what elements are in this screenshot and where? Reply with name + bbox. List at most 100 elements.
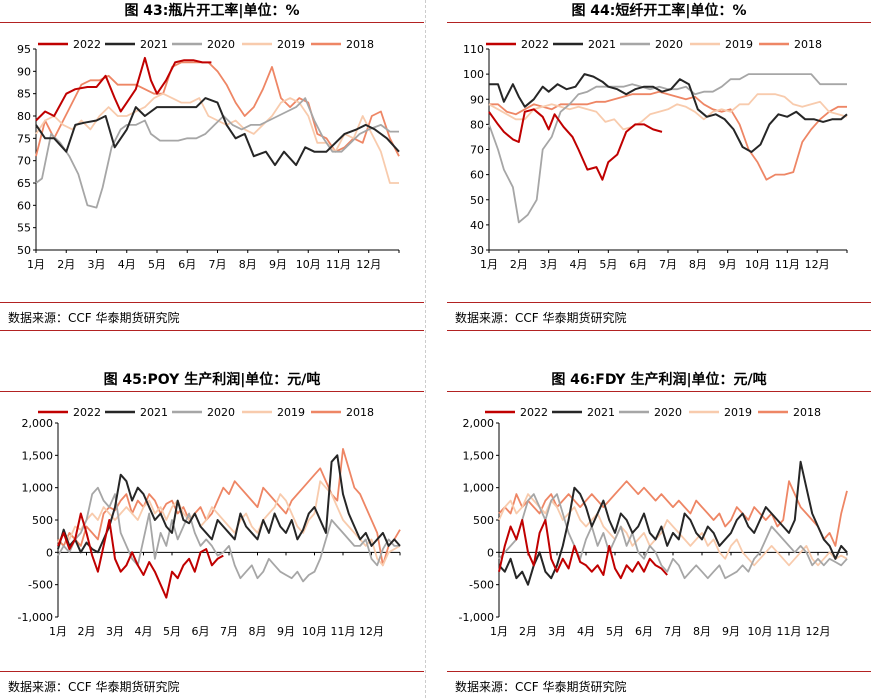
y-tick-label: 100 bbox=[463, 68, 484, 81]
legend-label-2021: 2021 bbox=[588, 38, 616, 51]
x-tick-label: 8月 bbox=[249, 625, 267, 638]
legend-label-2020: 2020 bbox=[207, 406, 235, 419]
x-tick-label: 6月 bbox=[635, 625, 653, 638]
source-note: 数据来源：CCF 华泰期货研究院 bbox=[455, 311, 627, 325]
y-tick-label: 110 bbox=[463, 43, 484, 56]
y-tick-label: 65 bbox=[17, 177, 31, 190]
y-tick-label: 60 bbox=[17, 199, 31, 212]
x-tick-label: 1月 bbox=[27, 258, 45, 271]
series-line-2019 bbox=[57, 480, 401, 567]
y-tick-label: 75 bbox=[17, 132, 31, 145]
title-rule bbox=[447, 391, 871, 392]
source-rule-top bbox=[0, 302, 424, 303]
x-tick-label: 12月 bbox=[356, 258, 381, 271]
x-tick-label: 10月 bbox=[296, 258, 321, 271]
series-line-2018 bbox=[489, 90, 847, 181]
x-tick-label: 3月 bbox=[106, 625, 124, 638]
x-tick-label: 1月 bbox=[49, 625, 67, 638]
legend-label-2019: 2019 bbox=[725, 38, 753, 51]
source-note: 数据来源：CCF 华泰期货研究院 bbox=[8, 311, 180, 325]
x-tick-label: 11月 bbox=[777, 625, 802, 638]
legend-label-2022: 2022 bbox=[520, 406, 548, 419]
legend-label-2022: 2022 bbox=[73, 38, 101, 51]
legend-label-2018: 2018 bbox=[346, 406, 374, 419]
panel-bottle-chip-operating-rate: 图 43:瓶片开工率|单位：% 50 55 60 65 70 75 80 85 90 95 1月 2月… bbox=[0, 0, 424, 332]
series-line-2022 bbox=[57, 512, 224, 599]
panel-fdy-profit: 图 46:FDY 生产利润|单位：元/吨 -1,000 -500 0 500 1,000… bbox=[447, 369, 871, 698]
x-tick-label: 2月 bbox=[519, 625, 537, 638]
series-line-2019 bbox=[35, 92, 399, 184]
source-rule-top bbox=[447, 302, 871, 303]
source-rule-bottom bbox=[0, 330, 424, 331]
legend-label-2020: 2020 bbox=[654, 406, 682, 419]
x-tick-label: 8月 bbox=[693, 625, 711, 638]
y-tick-label: -500 bbox=[28, 579, 53, 592]
series-line-2021 bbox=[35, 97, 400, 167]
legend-label-2022: 2022 bbox=[73, 406, 101, 419]
chart-title: 图 45:POY 生产利润|单位：元/吨 bbox=[103, 372, 321, 388]
y-tick-label: 40 bbox=[470, 219, 484, 232]
y-tick-label: 90 bbox=[17, 65, 31, 78]
chart-title: 图 43:瓶片开工率|单位：% bbox=[124, 3, 300, 19]
x-tick-label: 7月 bbox=[220, 625, 238, 638]
y-tick-label: 1,000 bbox=[463, 482, 495, 495]
source-rule-top bbox=[0, 671, 424, 672]
x-tick-label: 9月 bbox=[719, 258, 737, 271]
x-tick-label: 5月 bbox=[148, 258, 166, 271]
x-tick-label: 1月 bbox=[480, 258, 498, 271]
legend-label-2020: 2020 bbox=[207, 38, 235, 51]
series-line-2022 bbox=[498, 519, 668, 580]
series-line-2020 bbox=[35, 97, 399, 209]
legend-label-2020: 2020 bbox=[655, 38, 683, 51]
x-tick-label: 10月 bbox=[745, 258, 770, 271]
x-tick-label: 5月 bbox=[163, 625, 181, 638]
x-tick-label: 6月 bbox=[192, 625, 210, 638]
x-tick-label: 9月 bbox=[722, 625, 740, 638]
y-tick-label: 500 bbox=[473, 514, 494, 527]
line-chart: 30 40 50 60 70 80 90 100 110 1月 2月 3月 4月 5月 6月 7月 8月 9月 10… bbox=[463, 38, 848, 271]
x-tick-label: 4月 bbox=[570, 258, 588, 271]
source-note: 数据来源：CCF 华泰期货研究院 bbox=[8, 680, 180, 694]
y-tick-label: 1,000 bbox=[22, 482, 54, 495]
x-tick-label: 4月 bbox=[135, 625, 153, 638]
x-tick-label: 9月 bbox=[277, 625, 295, 638]
x-tick-label: 2月 bbox=[57, 258, 75, 271]
source-note: 数据来源：CCF 华泰期货研究院 bbox=[455, 680, 627, 694]
title-rule bbox=[447, 22, 871, 23]
y-tick-label: 70 bbox=[17, 155, 31, 168]
x-tick-label: 2月 bbox=[78, 625, 96, 638]
legend-label-2018: 2018 bbox=[793, 406, 821, 419]
y-tick-label: 0 bbox=[46, 546, 53, 559]
series-line-2020 bbox=[57, 486, 400, 583]
x-tick-label: 3月 bbox=[88, 258, 106, 271]
title-rule bbox=[0, 391, 424, 392]
x-tick-label: 3月 bbox=[548, 625, 566, 638]
x-tick-label: 10月 bbox=[302, 625, 327, 638]
x-tick-label: 4月 bbox=[577, 625, 595, 638]
x-tick-label: 12月 bbox=[359, 625, 384, 638]
series-line-2021 bbox=[489, 73, 848, 153]
legend-label-2018: 2018 bbox=[346, 38, 374, 51]
series-line-2021 bbox=[57, 454, 401, 554]
y-tick-label: 80 bbox=[470, 118, 484, 131]
y-tick-label: 85 bbox=[17, 88, 31, 101]
x-tick-label: 12月 bbox=[805, 258, 830, 271]
y-tick-label: 2,000 bbox=[463, 417, 495, 430]
source-rule-top bbox=[447, 671, 871, 672]
series-line-2022 bbox=[35, 56, 212, 122]
y-tick-label: 1,500 bbox=[463, 449, 495, 462]
x-tick-label: 9月 bbox=[269, 258, 287, 271]
x-tick-label: 7月 bbox=[209, 258, 227, 271]
y-tick-label: 80 bbox=[17, 110, 31, 123]
series-line-2020 bbox=[498, 493, 848, 580]
y-tick-label: 0 bbox=[487, 546, 494, 559]
legend-label-2018: 2018 bbox=[794, 38, 822, 51]
x-tick-label: 8月 bbox=[689, 258, 707, 271]
x-tick-label: 11月 bbox=[326, 258, 351, 271]
x-tick-label: 5月 bbox=[599, 258, 617, 271]
panel-poy-profit: 图 45:POY 生产利润|单位：元/吨 -1,000 -500 0 500 1,000… bbox=[0, 369, 424, 698]
series-line-2022 bbox=[488, 108, 663, 181]
chart-title: 图 46:FDY 生产利润|单位：元/吨 bbox=[551, 372, 767, 388]
chart-title: 图 44:短纤开工率|单位：% bbox=[571, 3, 747, 19]
y-tick-label: 50 bbox=[470, 194, 484, 207]
